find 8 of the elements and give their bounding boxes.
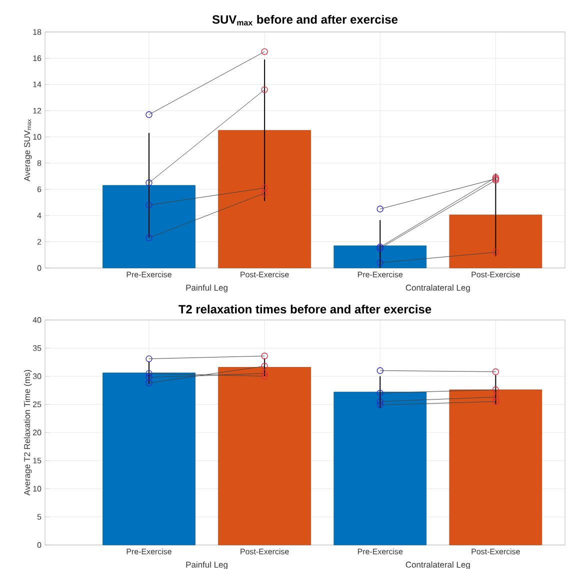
text: Contralateral Leg xyxy=(406,561,470,569)
y-axis-title: Average SUV$_{max}$ xyxy=(24,119,32,182)
text: Painful Leg xyxy=(186,284,228,292)
chart-title: SUV$_{max}$ before and after exercise xyxy=(212,14,398,26)
text: Contralateral Leg xyxy=(406,284,470,292)
y-axis-title: Average T2 Relaxation Time (ms) xyxy=(24,370,32,496)
text: Painful Leg xyxy=(186,561,228,569)
chart-title: T2 relaxation times before and after exercise xyxy=(178,304,432,314)
